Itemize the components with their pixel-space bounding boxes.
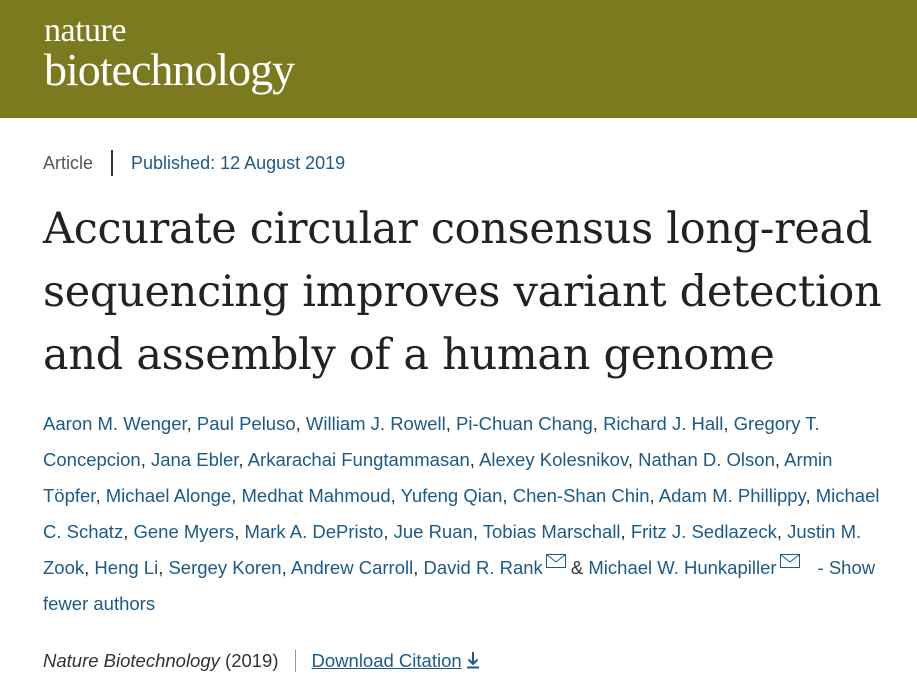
author-separator: , — [723, 413, 734, 434]
author-link[interactable]: Justin M. Zook — [43, 521, 862, 578]
article-meta: Article Published: 12 August 2019 — [43, 150, 345, 176]
author-list: Aaron M. Wenger, Paul Peluso, William J.… — [43, 406, 893, 622]
author-link[interactable]: Pi-Chuan Chang — [456, 413, 593, 434]
author-separator: , — [234, 521, 245, 542]
download-icon — [466, 652, 479, 669]
author-link[interactable]: Michael C. Schatz — [43, 485, 880, 542]
published-date: Published: 12 August 2019 — [131, 152, 346, 173]
author-separator: , — [158, 557, 169, 578]
show-fewer-authors-link[interactable]: - Show fewer authors — [43, 557, 876, 614]
author-separator: , — [776, 521, 788, 542]
author-separator: , — [186, 413, 197, 434]
author-link[interactable]: Tobias Marschall — [482, 521, 621, 542]
masthead: nature biotechnology — [0, 0, 917, 118]
author-link-corresponding-2[interactable]: Michael W. Hunkapiller — [588, 557, 777, 578]
download-citation-link[interactable]: Download Citation — [312, 650, 480, 672]
author-link[interactable]: Sergey Koren — [168, 557, 282, 578]
author-separator: , — [123, 521, 134, 542]
author-separator: , — [140, 449, 151, 470]
author-separator: , — [649, 485, 659, 506]
logo-line-biotechnology: biotechnology — [44, 44, 295, 95]
mail-icon[interactable] — [779, 554, 800, 568]
author-separator: , — [383, 521, 394, 542]
citation-bar: Nature Biotechnology (2019) Download Cit… — [43, 648, 480, 674]
author-link[interactable]: Yufeng Qian — [400, 485, 503, 506]
author-separator: , — [238, 449, 248, 470]
author-link[interactable]: Gregory T. Concepcion — [43, 413, 820, 470]
author-link[interactable]: Medhat Mahmoud — [241, 485, 391, 506]
author-separator: , — [774, 449, 785, 470]
author-separator: , — [390, 485, 401, 506]
author-joiner: & — [570, 557, 584, 578]
meta-divider — [111, 150, 114, 176]
author-link[interactable]: Michael Alonge — [105, 485, 232, 506]
author-link[interactable]: Heng Li — [94, 557, 159, 578]
author-link[interactable]: Alexey Kolesnikov — [479, 449, 628, 470]
article-title: Accurate circular consensus long-read se… — [43, 204, 882, 380]
download-citation-label: Download Citation — [311, 650, 462, 671]
author-link[interactable]: Arkarachai Fungtammasan — [247, 449, 470, 470]
author-separator: , — [469, 449, 480, 470]
author-separator: , — [84, 557, 95, 578]
author-separator: , — [805, 485, 816, 506]
author-link[interactable]: Jana Ebler — [150, 449, 239, 470]
author-separator: , — [502, 485, 513, 506]
author-link[interactable]: Chen-Shan Chin — [512, 485, 650, 506]
author-separator: , — [95, 485, 106, 506]
citation-year: (2019) — [225, 650, 279, 671]
author-separator: , — [620, 521, 631, 542]
author-separator: , — [627, 449, 639, 470]
article-type: Article — [43, 152, 94, 173]
journal-name: Nature Biotechnology — [43, 650, 220, 671]
author-separator: , — [472, 521, 483, 542]
author-separator: , — [413, 557, 424, 578]
author-link[interactable]: Fritz J. Sedlazeck — [630, 521, 777, 542]
author-link-corresponding-1[interactable]: David R. Rank — [423, 557, 543, 578]
author-link[interactable]: Nathan D. Olson — [638, 449, 775, 470]
logo-line-nature: nature — [44, 12, 126, 49]
author-separator: , — [295, 413, 306, 434]
mail-icon[interactable] — [545, 554, 566, 568]
author-separator: , — [231, 485, 242, 506]
author-link[interactable]: Paul Peluso — [196, 413, 296, 434]
author-separator: , — [592, 413, 604, 434]
author-link[interactable]: Armin Töpfer — [43, 449, 833, 506]
citation-divider — [294, 650, 296, 672]
author-link[interactable]: William J. Rowell — [305, 413, 446, 434]
author-link[interactable]: Andrew Carroll — [290, 557, 414, 578]
author-separator: , — [445, 413, 456, 434]
author-link[interactable]: Aaron M. Wenger — [43, 413, 187, 434]
author-link[interactable]: Mark A. DePristo — [244, 521, 384, 542]
author-link[interactable]: Richard J. Hall — [603, 413, 724, 434]
author-link[interactable]: Jue Ruan — [393, 521, 473, 542]
journal-logo[interactable]: nature biotechnology — [44, 12, 295, 95]
author-link[interactable]: Adam M. Phillippy — [658, 485, 806, 506]
author-separator: , — [281, 557, 291, 578]
author-link[interactable]: Gene Myers — [133, 521, 235, 542]
